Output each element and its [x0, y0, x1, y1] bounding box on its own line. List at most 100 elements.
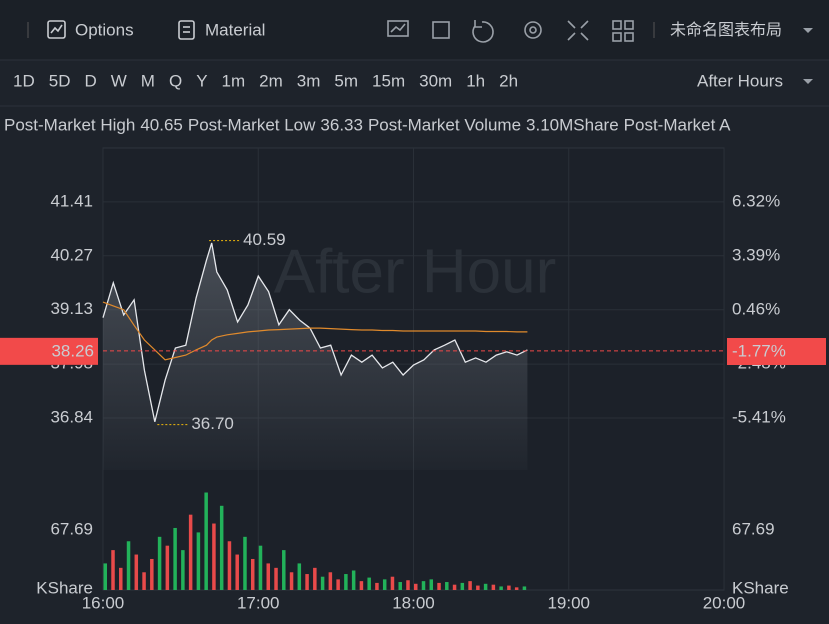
volume-bar [243, 536, 247, 590]
volume-bar [452, 584, 457, 590]
period-button[interactable]: D [84, 71, 96, 90]
volume-bar [142, 572, 146, 590]
y-tick-label: 39.13 [50, 299, 93, 318]
fullscreen-icon[interactable] [567, 20, 589, 41]
period-button[interactable]: 2m [259, 71, 283, 90]
plot: 16:0017:0018:0019:0020:0036.8437.9839.13… [0, 148, 826, 612]
volume-bar [196, 532, 201, 590]
last-price-label: 38.26 [51, 341, 94, 360]
icon [178, 20, 195, 40]
y2-tick-label: -5.41% [732, 408, 786, 427]
volume-bar [499, 586, 503, 590]
volume-bar [476, 585, 480, 590]
volume-bar [258, 545, 263, 590]
volume-bar [212, 523, 216, 590]
volume-bar [126, 541, 131, 590]
volume-bar [289, 572, 294, 590]
icon [529, 26, 537, 34]
x-tick-label: 19:00 [547, 593, 590, 612]
volume-bar [305, 574, 309, 590]
indicator-icon[interactable] [387, 20, 409, 37]
period-button[interactable]: 1m [222, 71, 246, 90]
volume-bar [491, 584, 496, 590]
period-button[interactable]: 3m [297, 71, 321, 90]
volume-bar [429, 579, 434, 590]
volume-bar [204, 492, 208, 590]
options-button[interactable]: Options [47, 20, 134, 39]
options-label[interactable]: Options [75, 20, 134, 39]
reset-icon[interactable] [472, 20, 494, 43]
volume-bar [414, 583, 418, 590]
period-button[interactable]: 30m [419, 71, 452, 90]
volume-bar [328, 572, 333, 590]
volume-bar [111, 550, 115, 590]
volume-bar [445, 582, 449, 590]
period-button[interactable]: 1D [13, 71, 35, 90]
info-value: 3.10MShare [526, 115, 619, 134]
info-label: Post-Market Low [188, 115, 316, 134]
info-value: 36.33 [320, 115, 363, 134]
volume-bar [483, 583, 488, 590]
period-button[interactable]: 5m [334, 71, 358, 90]
volume-bar [375, 582, 379, 590]
x-tick-label: 18:00 [392, 593, 435, 612]
y-tick-label: 40.27 [50, 245, 93, 264]
volume-bar [173, 527, 177, 590]
layout-icon[interactable] [612, 20, 622, 30]
period-button[interactable]: Y [196, 71, 207, 90]
volume-bar [514, 587, 519, 590]
change-box [727, 338, 826, 365]
y2-tick-label: 6.32% [732, 191, 780, 210]
info-bar: Post-Market High 40.65 Post-Market Low 36.3… [4, 115, 731, 134]
info-label: Post-Market Volume [368, 115, 521, 134]
draw-icon[interactable] [432, 21, 450, 39]
material-label[interactable]: Material [205, 20, 265, 39]
toolbar [0, 0, 829, 60]
volume-bar [468, 581, 472, 590]
icon [624, 20, 634, 30]
volume-bar [336, 579, 340, 590]
volume-bar [150, 558, 154, 590]
volume-bar [181, 550, 185, 590]
period-button[interactable]: 5D [49, 71, 71, 90]
y2-tick-label: 67.69 [732, 519, 775, 538]
period-button[interactable]: 1h [466, 71, 485, 90]
x-tick-label: 17:00 [237, 593, 280, 612]
volume-bar [460, 582, 465, 590]
layout-name[interactable]: 未命名图表布局 [670, 21, 782, 39]
volume-bar [297, 563, 302, 590]
icon [47, 20, 66, 39]
volume-bar [103, 563, 107, 590]
info-label: Post-Market High [4, 115, 135, 134]
dropdown-arrow [803, 28, 813, 33]
y2-tick-label: KShare [732, 578, 789, 597]
session-select[interactable]: After Hours [697, 71, 783, 90]
average-line [102, 301, 528, 361]
volume-bar [313, 567, 317, 590]
period-button[interactable]: Q [169, 71, 182, 90]
volume-bar [188, 514, 193, 590]
y2-tick-label: 3.39% [732, 245, 780, 264]
material-button[interactable]: Material [178, 20, 265, 40]
change-label: -1.77% [732, 341, 786, 360]
volume-bar [359, 581, 364, 590]
period-button[interactable]: M [141, 71, 155, 90]
settings-icon[interactable] [524, 21, 542, 39]
last-price-box [0, 337, 98, 365]
annotation-label: 36.70 [191, 414, 234, 433]
volume-bar [507, 585, 511, 590]
volume-bar [274, 567, 278, 590]
period-button[interactable]: W [111, 71, 127, 90]
volume-bar [282, 550, 286, 590]
volume-bar [406, 580, 410, 590]
volume-bar [382, 579, 387, 590]
volume-bar [351, 570, 356, 590]
period-button[interactable]: 2h [499, 71, 518, 90]
icon [390, 23, 406, 33]
icon [612, 32, 622, 42]
y-tick-label: 41.41 [50, 191, 93, 210]
x-tick-label: 16:00 [82, 593, 125, 612]
period-button[interactable]: 15m [372, 71, 405, 90]
y-tick-label: KShare [36, 578, 93, 597]
